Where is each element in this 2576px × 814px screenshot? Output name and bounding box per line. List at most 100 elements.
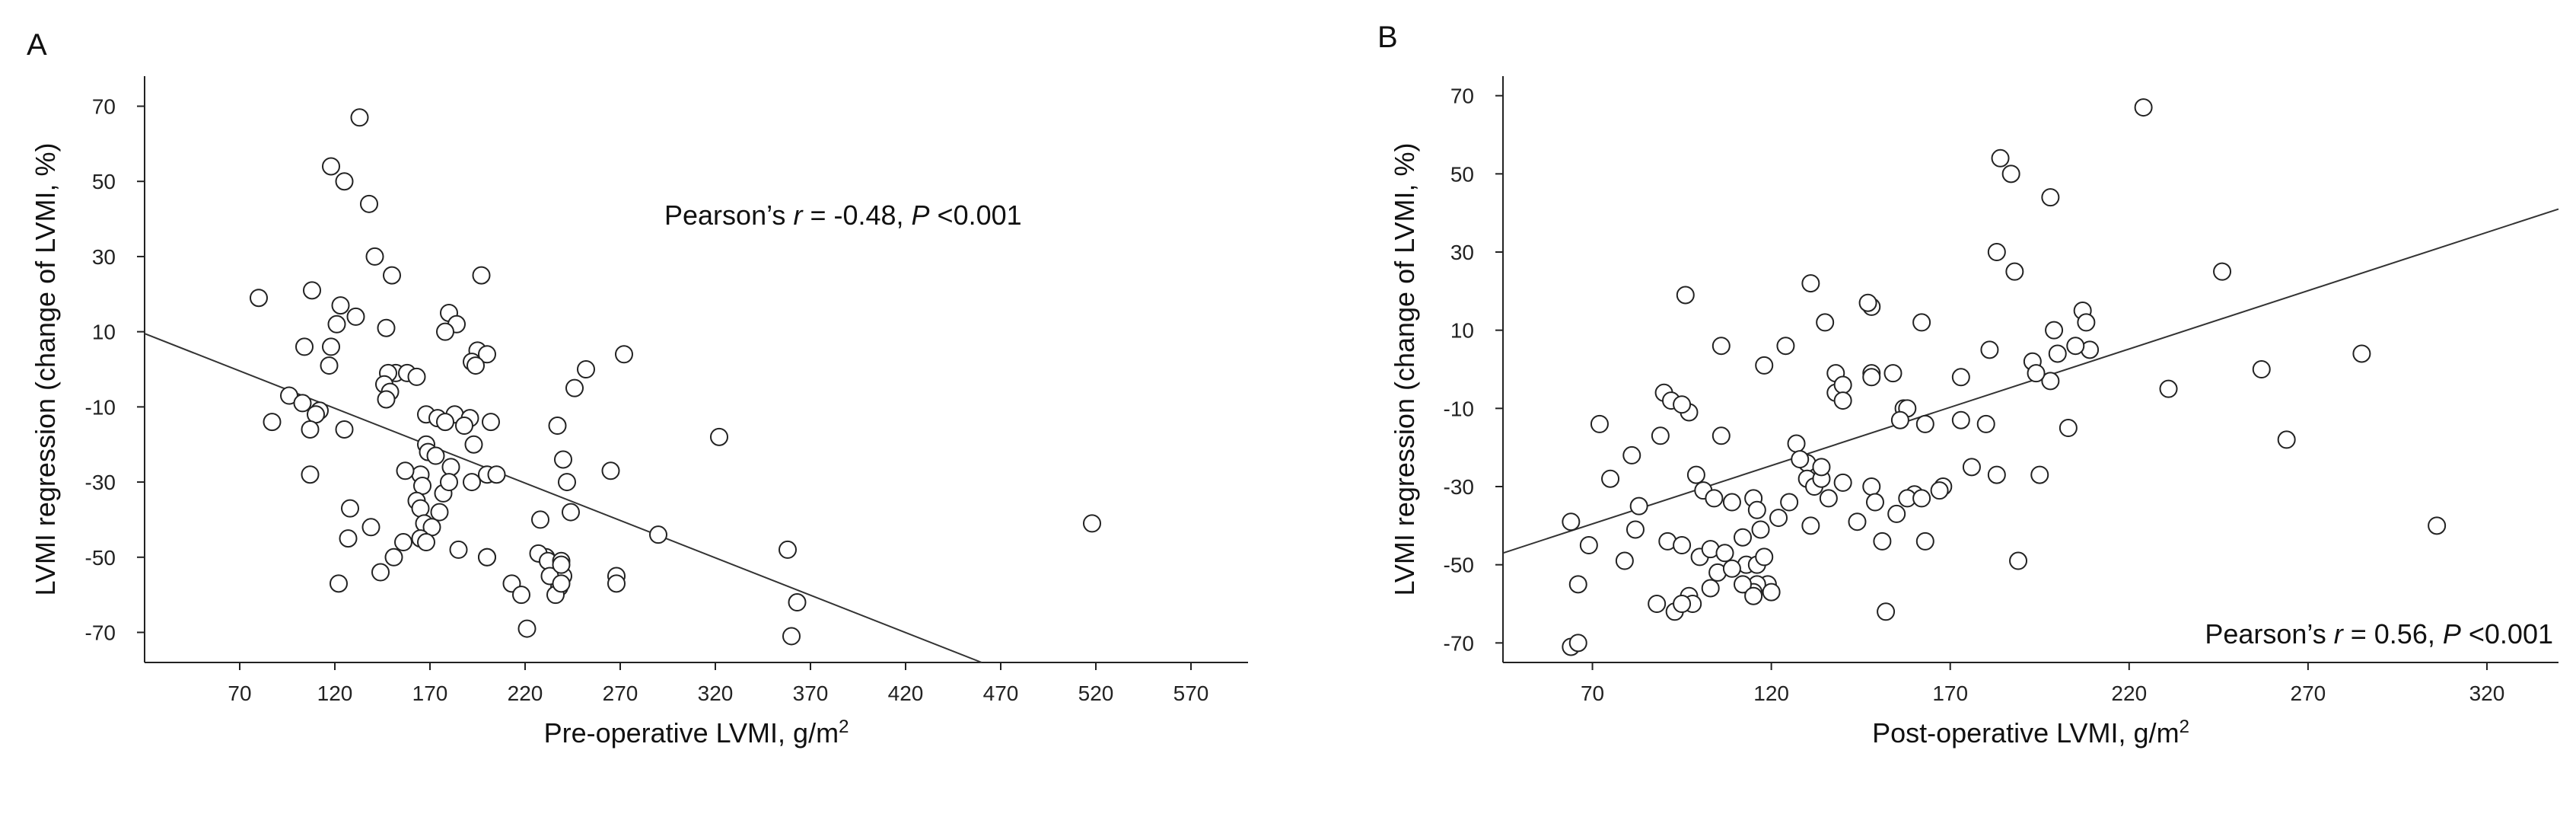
data-point-a	[371, 563, 390, 582]
data-point-a	[577, 360, 595, 378]
data-point-b	[2048, 344, 2067, 363]
data-point-a	[449, 540, 468, 559]
data-point-b	[1816, 313, 1835, 332]
data-point-a	[322, 337, 340, 356]
data-point-b	[1579, 536, 1598, 554]
data-point-a	[396, 461, 415, 480]
data-point-a	[377, 318, 396, 337]
data-point-a	[250, 289, 268, 308]
data-point-b	[1747, 500, 1766, 519]
data-point-a	[552, 555, 571, 574]
y-tick-label-a: -10	[85, 395, 116, 419]
y-tick-label-b: 50	[1450, 162, 1474, 186]
y-tick-label-b: -50	[1444, 554, 1474, 577]
data-point-a	[440, 473, 458, 492]
data-point-b	[1722, 493, 1741, 512]
x-axis-title-b: Post-operative LVMI, g/m2	[1872, 717, 2189, 749]
panel-letter-b: B	[1377, 21, 1398, 54]
data-point-a	[558, 473, 576, 492]
x-tick-label-a: 70	[228, 682, 251, 705]
data-point-b	[1651, 426, 1670, 445]
data-point-a	[562, 503, 580, 522]
data-point-a	[350, 108, 369, 127]
data-point-a	[487, 465, 506, 484]
data-point-b	[1991, 148, 2010, 168]
data-point-b	[1755, 547, 1774, 567]
x-tick-label-b: 270	[2291, 682, 2326, 705]
x-tick-label-a: 570	[1173, 682, 1209, 705]
data-point-b	[1629, 496, 1648, 516]
data-point-b	[1858, 293, 1877, 312]
data-point-a	[365, 247, 384, 266]
data-point-a	[335, 172, 354, 191]
data-point-a	[426, 446, 445, 465]
data-point-b	[2277, 430, 2296, 449]
data-point-a	[327, 314, 346, 334]
data-point-a	[295, 337, 314, 356]
data-point-a	[482, 413, 500, 432]
x-tick-label-b: 120	[1753, 682, 1789, 705]
data-point-a	[293, 394, 312, 413]
data-point-a	[478, 547, 496, 567]
x-tick-label-b: 170	[1932, 682, 1968, 705]
data-point-b	[1705, 489, 1724, 508]
y-tick-label-b: -70	[1444, 631, 1474, 655]
data-point-b	[1686, 465, 1705, 484]
data-point-a	[339, 529, 358, 548]
data-point-a	[331, 296, 350, 315]
data-point-b	[1987, 465, 2006, 484]
data-point-a	[565, 378, 584, 397]
data-point-a	[472, 266, 491, 285]
data-point-b	[2352, 344, 2371, 363]
data-point-a	[548, 417, 567, 436]
data-point-a	[478, 345, 496, 364]
data-point-b	[1776, 337, 1795, 356]
data-point-b	[2001, 164, 2020, 184]
x-tick-label-a: 170	[412, 682, 448, 705]
y-tick-label-b: -10	[1444, 397, 1474, 420]
x-tick-label-a: 120	[317, 682, 353, 705]
data-point-a	[303, 281, 321, 300]
data-point-b	[1801, 274, 1820, 293]
data-point-b	[1980, 340, 1999, 359]
data-point-b	[1848, 512, 1867, 531]
y-tick-label-a: 50	[92, 170, 116, 193]
data-point-b	[1951, 368, 1970, 387]
data-point-a	[346, 307, 365, 326]
data-point-a	[407, 367, 426, 386]
data-point-a	[552, 574, 571, 593]
pearson-annotation-a: Pearson’s r = -0.48, P <0.001	[664, 200, 1022, 231]
data-point-b	[2045, 321, 2064, 340]
data-point-a	[601, 461, 620, 480]
regression-line-a	[144, 333, 982, 663]
data-points-b	[1562, 98, 2447, 656]
data-point-b	[1568, 634, 1587, 653]
data-point-b	[2077, 313, 2096, 332]
data-point-a	[301, 420, 320, 439]
data-point-b	[1711, 337, 1731, 356]
data-point-b	[1987, 243, 2006, 261]
x-tick-label-b: 220	[2111, 682, 2147, 705]
y-tick-label-a: -70	[85, 621, 116, 645]
data-point-b	[2213, 262, 2232, 281]
data-point-b	[1930, 481, 1949, 500]
y-tick-label-b: 30	[1450, 241, 1474, 264]
data-point-b	[1862, 368, 1881, 387]
chart-panel-a: A 70 50 30 10 -10 -30 -50 -70 70 120 170 220 270 320 37…	[27, 28, 1248, 749]
data-point-b	[1915, 414, 1934, 433]
data-point-b	[1562, 512, 1581, 531]
y-tick-label-a: 10	[92, 321, 116, 344]
data-point-a	[436, 413, 454, 432]
data-point-b	[1751, 520, 1770, 539]
data-point-a	[411, 499, 430, 518]
data-point-a	[607, 574, 626, 593]
y-tick-label-a: -30	[85, 471, 116, 494]
data-point-b	[1673, 536, 1692, 554]
data-point-a	[417, 533, 435, 552]
data-point-b	[2134, 98, 2153, 117]
data-point-b	[1622, 445, 1641, 464]
y-tick-label-a: 30	[92, 245, 116, 269]
data-point-b	[1590, 414, 1609, 433]
data-point-b	[1865, 493, 1884, 512]
data-point-b	[2428, 516, 2447, 535]
